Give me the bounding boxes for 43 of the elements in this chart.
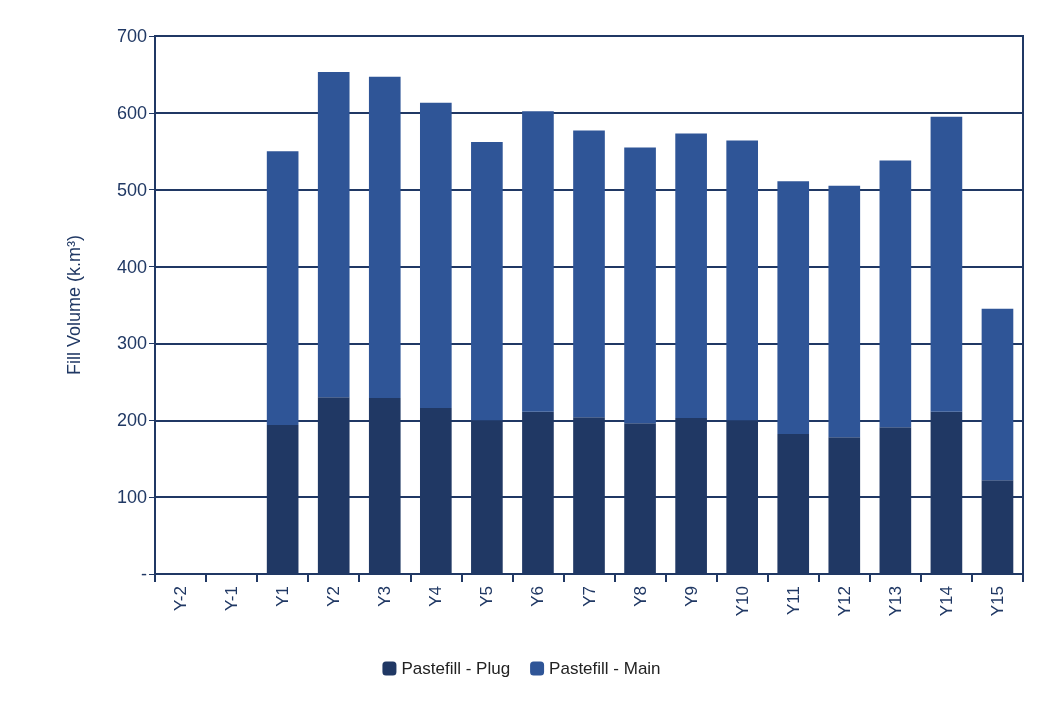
bar: [317, 72, 350, 398]
y-tick-label: 300: [116, 333, 147, 354]
x-tick-label: Y14: [936, 586, 956, 617]
bar: [777, 181, 810, 435]
bar: [420, 102, 452, 408]
bar: [675, 133, 707, 418]
y-tick-label: 100: [116, 487, 147, 508]
legend-label: Pastefill - Main: [549, 659, 661, 678]
y-tick-label: 500: [116, 179, 147, 200]
bar: [266, 151, 299, 425]
y-tick-label: 600: [116, 102, 147, 123]
x-tick-label: Y12: [834, 586, 854, 617]
bar: [471, 142, 503, 421]
x-tick-label: Y13: [885, 586, 905, 617]
y-tick-label: 700: [116, 26, 147, 46]
legend-label: Pastefill - Plug: [401, 659, 511, 678]
y-tick-label: 200: [116, 410, 147, 431]
y-axis-title: Fill Volume (k.m³): [64, 234, 84, 376]
x-tick-label: Y8: [630, 586, 650, 607]
bar: [726, 140, 758, 421]
x-tick-label: Y-2: [171, 586, 191, 611]
x-tick-label: Y1: [273, 586, 293, 607]
x-tick-label: Y2: [324, 586, 344, 607]
bar: [930, 116, 963, 412]
bar: [624, 147, 656, 424]
bar: [828, 185, 861, 438]
x-tick-label: Y-1: [222, 586, 242, 611]
x-tick-label: Y7: [579, 586, 599, 607]
bar: [573, 130, 605, 418]
x-tick-label: Y11: [783, 586, 803, 615]
x-tick-label: Y9: [681, 586, 701, 607]
x-tick-label: Y6: [528, 586, 548, 607]
x-tick-label: Y15: [987, 586, 1007, 617]
y-tick-label: 400: [116, 256, 147, 277]
y-tick-label: -: [141, 564, 147, 584]
x-tick-label: Y3: [375, 586, 395, 607]
bar: [981, 308, 1014, 481]
bar: [522, 111, 554, 412]
x-tick-label: Y10: [732, 586, 752, 617]
bar: [879, 160, 912, 428]
x-tick-label: Y4: [426, 586, 446, 607]
x-tick-label: Y5: [477, 586, 497, 607]
bar: [368, 76, 401, 398]
